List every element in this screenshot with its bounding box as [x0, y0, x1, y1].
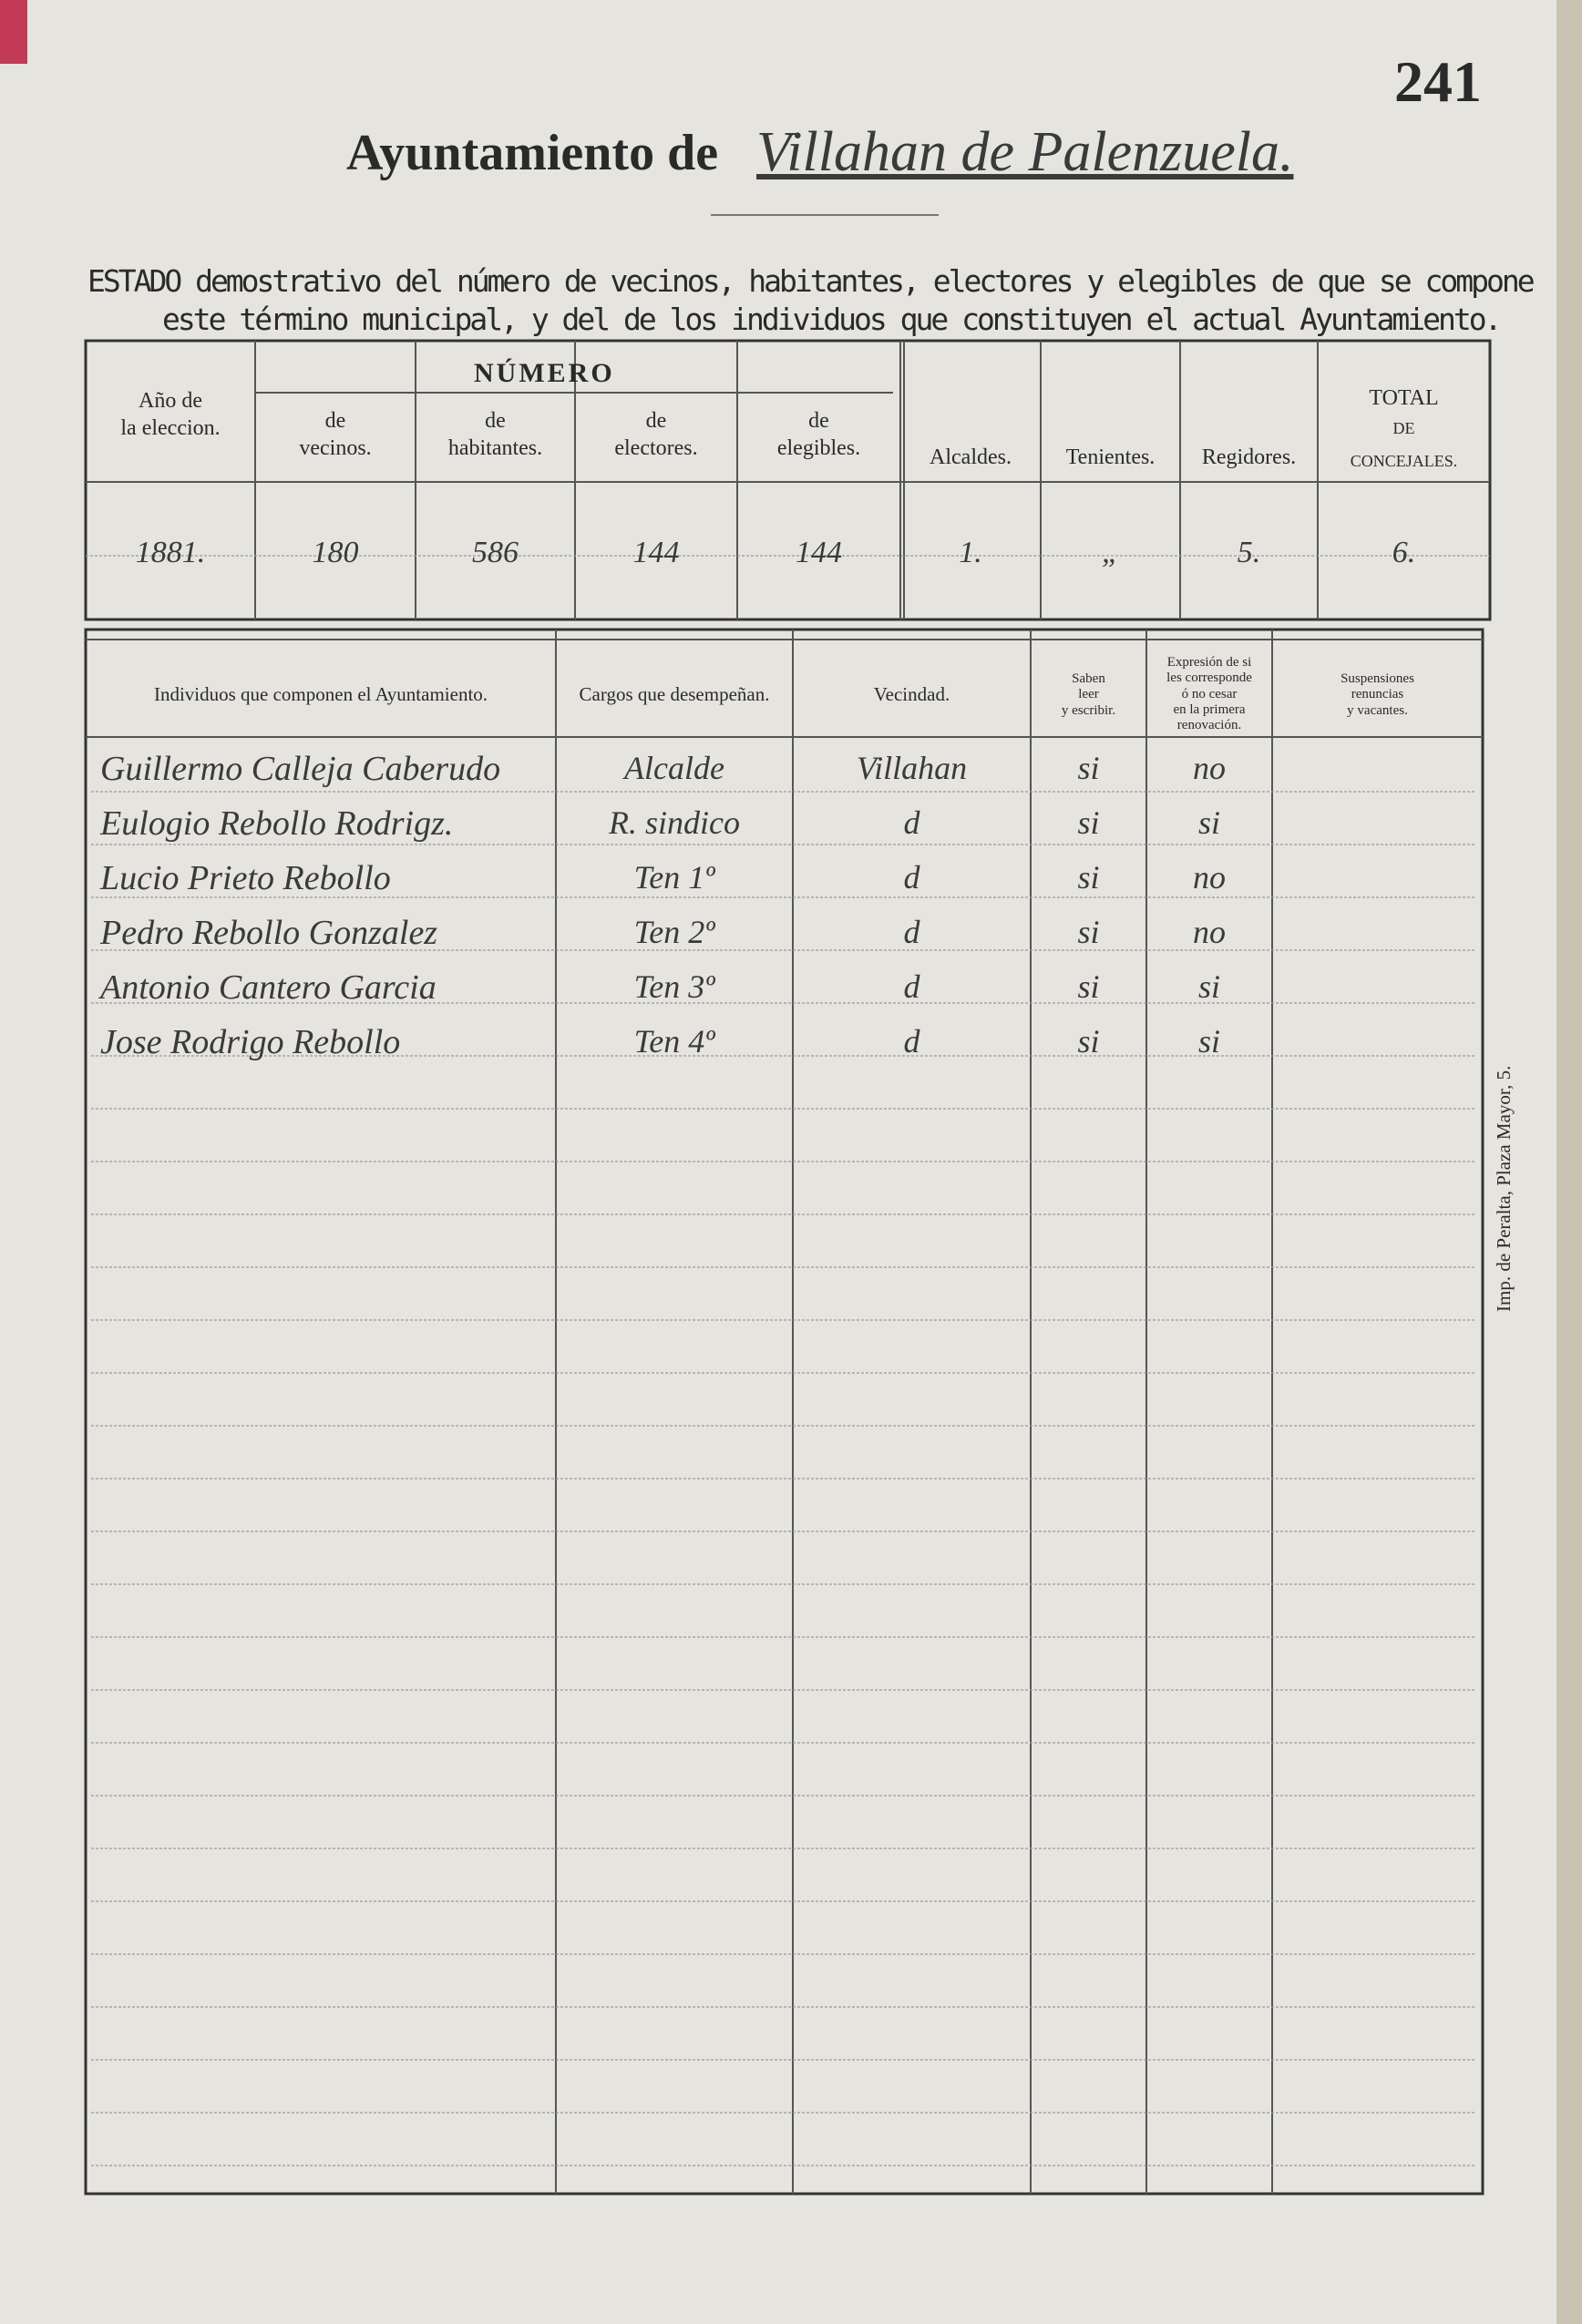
column-header: Regidores. [1201, 445, 1297, 469]
cell-value: si [1077, 859, 1100, 896]
census-border [84, 339, 1492, 621]
cell-value: no [1193, 914, 1226, 950]
column-header: la eleccion. [120, 416, 221, 440]
column-header: leer [1078, 687, 1099, 702]
page-number: 241 [1394, 49, 1482, 114]
cell-value: Villahan [856, 750, 968, 786]
column-header: Vecindad. [873, 683, 950, 706]
member-name: Pedro Rebollo Gonzalez [100, 914, 438, 952]
cell-value: Ten 1º [633, 859, 715, 896]
cell-value: d [903, 914, 920, 950]
cell-value: si [1197, 1023, 1221, 1060]
column-header: DE [1392, 419, 1415, 437]
column-header: Expresión de si [1166, 655, 1252, 670]
column-header: de [808, 409, 829, 433]
column-header: en la primera [1173, 701, 1246, 717]
column-header: ó no cesar [1181, 686, 1238, 701]
statement-line: ESTADO demostrativo del número de vecino… [87, 263, 1536, 299]
cell-value: si [1077, 1023, 1100, 1060]
member-name: Lucio Prieto Rebollo [100, 859, 391, 897]
cell-value: Ten 4º [633, 1023, 715, 1060]
cell-value: si [1077, 804, 1100, 841]
column-header: CONCEJALES. [1350, 452, 1458, 470]
cell-value: no [1193, 859, 1226, 896]
cell-value: 144 [796, 536, 842, 569]
cell-value: 1. [959, 536, 982, 569]
cell-value: 180 [312, 536, 359, 569]
cell-value: R. sindico [609, 804, 740, 841]
column-header: Año de [139, 389, 202, 413]
column-header: TOTAL [1369, 386, 1439, 410]
column-header: y escribir. [1061, 702, 1116, 718]
statement-line: este término municipal, y del de los ind… [162, 302, 1502, 337]
column-header: Tenientes. [1065, 445, 1156, 469]
cell-value: no [1193, 750, 1226, 786]
members-border [84, 628, 1484, 2196]
book-edge [1556, 0, 1582, 2324]
cell-value: d [903, 1023, 920, 1060]
column-header: Saben [1072, 671, 1105, 686]
column-header: habitantes. [447, 436, 543, 460]
cell-value: 144 [632, 536, 680, 569]
cell-value: „ [1102, 536, 1119, 569]
column-header: de [485, 409, 506, 433]
column-header: de [645, 409, 667, 433]
column-header: Alcaldes. [930, 445, 1012, 469]
cell-value: si [1197, 804, 1221, 841]
column-header: elegibles. [776, 436, 861, 460]
cell-value: 586 [472, 536, 519, 569]
cell-value: si [1077, 914, 1100, 950]
cell-value: Ten 3º [633, 968, 715, 1005]
cell-value: d [903, 968, 920, 1005]
municipality: Villahan de Palenzuela. [756, 121, 1294, 183]
cell-value: 5. [1237, 536, 1261, 569]
member-name: Eulogio Rebollo Rodrigz. [100, 804, 454, 843]
column-header: Individuos que componen el Ayuntamiento. [153, 683, 488, 706]
column-header: les corresponde [1166, 671, 1252, 686]
member-name: Guillermo Calleja Caberudo [100, 750, 501, 788]
member-name: Antonio Cantero Garcia [100, 968, 437, 1007]
cell-value: si [1077, 750, 1100, 786]
column-header: y vacantes. [1347, 702, 1408, 718]
cell-value: d [903, 804, 920, 841]
column-header: electores. [614, 436, 698, 460]
cell-value: 6. [1392, 536, 1416, 569]
red-tab [0, 0, 27, 64]
cell-value: Alcalde [624, 750, 724, 786]
column-header: Cargos que desempeñan. [579, 683, 770, 706]
column-header: renuncias [1351, 687, 1404, 702]
cell-value: si [1197, 968, 1221, 1005]
title: Ayuntamiento de [346, 125, 719, 181]
cell-value: Ten 2º [633, 914, 715, 950]
column-header: Suspensiones [1341, 671, 1414, 686]
group-header: NÚMERO [474, 358, 615, 388]
imprint: Imp. de Peralta, Plaza Mayor, 5. [1493, 1065, 1515, 1312]
column-header: renovación. [1176, 718, 1242, 732]
cell-value: 1881. [135, 536, 206, 569]
column-header: de [324, 409, 346, 433]
member-name: Jose Rodrigo Rebollo [100, 1023, 401, 1061]
cell-value: si [1077, 968, 1100, 1005]
column-header: vecinos. [299, 436, 372, 460]
cell-value: d [903, 859, 920, 896]
